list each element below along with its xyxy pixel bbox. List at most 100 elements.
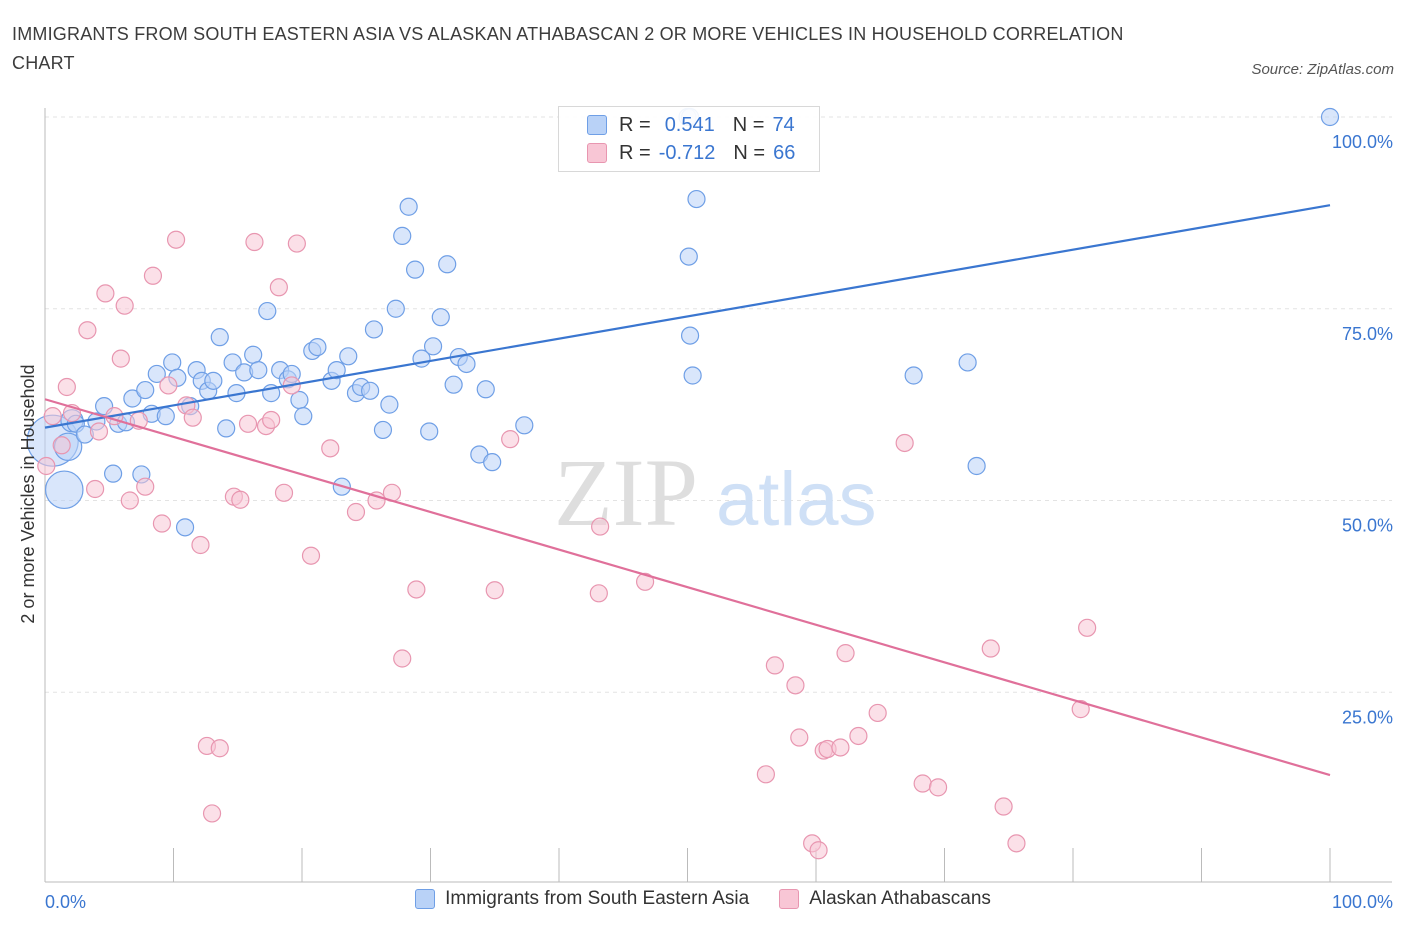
x-tick-label: 0.0% — [45, 892, 86, 912]
point-blue — [308, 338, 327, 357]
point-pink — [43, 407, 62, 426]
point-pink — [321, 439, 340, 458]
point-pink — [159, 376, 178, 395]
point-pink — [238, 414, 258, 433]
legend-item-blue[interactable]: Immigrants from South Eastern Asia — [415, 888, 749, 910]
point-blue — [327, 361, 346, 380]
point-blue — [457, 354, 476, 374]
point-pink — [836, 644, 855, 663]
point-pink — [868, 703, 887, 723]
point-blue — [476, 380, 495, 399]
point-pink — [78, 321, 97, 340]
data-points — [26, 107, 1340, 860]
point-pink — [849, 726, 868, 746]
point-pink — [111, 349, 130, 368]
point-blue — [163, 353, 182, 372]
point-pink — [786, 676, 805, 695]
point-pink — [393, 649, 412, 668]
watermark-zip: ZIP — [554, 439, 698, 546]
point-blue — [44, 470, 84, 510]
r-label: R = — [619, 141, 651, 164]
point-pink — [831, 738, 850, 757]
point-pink — [191, 535, 210, 555]
blue-swatch — [415, 889, 436, 909]
point-blue — [420, 422, 439, 441]
point-blue — [393, 226, 412, 245]
point-pink — [86, 479, 105, 499]
point-blue — [361, 381, 380, 400]
point-blue — [294, 407, 313, 426]
point-pink — [895, 433, 914, 453]
x-tick-label: 100.0% — [1332, 892, 1393, 912]
point-blue — [364, 320, 384, 339]
point-blue — [679, 247, 698, 266]
tick-labels: 25.0% 50.0% 75.0% 100.0% 0.0% 100.0% — [45, 132, 1393, 912]
legend-label: Immigrants from South Eastern Asia — [445, 888, 750, 909]
y-tick-label: 100.0% — [1332, 132, 1393, 152]
point-pink — [1007, 834, 1026, 853]
point-blue — [683, 366, 702, 385]
legend-item-pink[interactable]: Alaskan Athabascans — [779, 888, 991, 910]
point-blue — [444, 375, 463, 394]
point-pink — [37, 456, 56, 476]
point-pink — [765, 656, 784, 675]
point-blue — [156, 407, 175, 426]
y-tick-label: 75.0% — [1342, 324, 1393, 344]
point-blue — [423, 337, 443, 356]
point-pink — [287, 234, 306, 253]
pink-swatch — [587, 143, 607, 163]
point-blue — [258, 301, 277, 321]
n-value: 74 — [772, 113, 795, 136]
point-blue — [405, 260, 425, 279]
watermark-atlas: atlas — [716, 457, 877, 542]
point-pink — [301, 546, 321, 565]
point-blue — [515, 416, 534, 435]
point-blue — [483, 453, 502, 472]
legend-label: Alaskan Athabascans — [809, 888, 991, 909]
point-pink — [994, 797, 1013, 816]
point-blue — [249, 361, 268, 380]
point-blue — [244, 345, 263, 364]
point-pink — [120, 491, 139, 510]
y-tick-label: 50.0% — [1342, 516, 1393, 536]
r-label: R = — [619, 113, 651, 136]
point-pink — [136, 477, 155, 496]
point-pink — [166, 230, 186, 249]
n-value: 66 — [773, 141, 796, 164]
point-pink — [485, 581, 504, 600]
point-pink — [262, 410, 281, 430]
r-value: 0.541 — [664, 113, 715, 136]
point-pink — [202, 804, 222, 823]
point-pink — [210, 739, 229, 758]
point-blue — [223, 353, 242, 372]
point-blue — [204, 371, 223, 390]
point-blue — [373, 420, 393, 440]
stats-row-pink: R = -0.712 N = 66 — [587, 139, 795, 167]
point-blue — [386, 299, 405, 318]
point-pink — [231, 490, 250, 509]
point-pink — [89, 422, 109, 441]
point-pink — [245, 232, 264, 252]
chart-title: IMMIGRANTS FROM SOUTH EASTERN ASIA VS AL… — [12, 24, 1124, 73]
point-pink — [274, 483, 294, 502]
point-pink — [756, 765, 775, 784]
stats-legend: R = 0.541 N = 74 R = -0.712 N = 66 — [558, 106, 820, 172]
point-pink — [183, 408, 202, 427]
point-pink — [501, 430, 520, 449]
y-tick-label: 25.0% — [1342, 707, 1393, 727]
point-pink — [790, 728, 809, 747]
trend-line-blue — [44, 204, 1331, 429]
point-blue — [967, 456, 986, 476]
point-blue — [680, 326, 700, 345]
point-blue — [958, 353, 977, 372]
point-blue — [210, 328, 229, 347]
point-pink — [591, 517, 610, 536]
point-blue — [136, 380, 155, 400]
point-blue — [217, 419, 236, 438]
point-pink — [1078, 618, 1097, 637]
trend-lines — [44, 204, 1331, 777]
y-axis-label: 2 or more Vehicles in Household — [18, 364, 38, 623]
n-label: N = — [733, 141, 766, 164]
point-pink — [115, 296, 134, 315]
